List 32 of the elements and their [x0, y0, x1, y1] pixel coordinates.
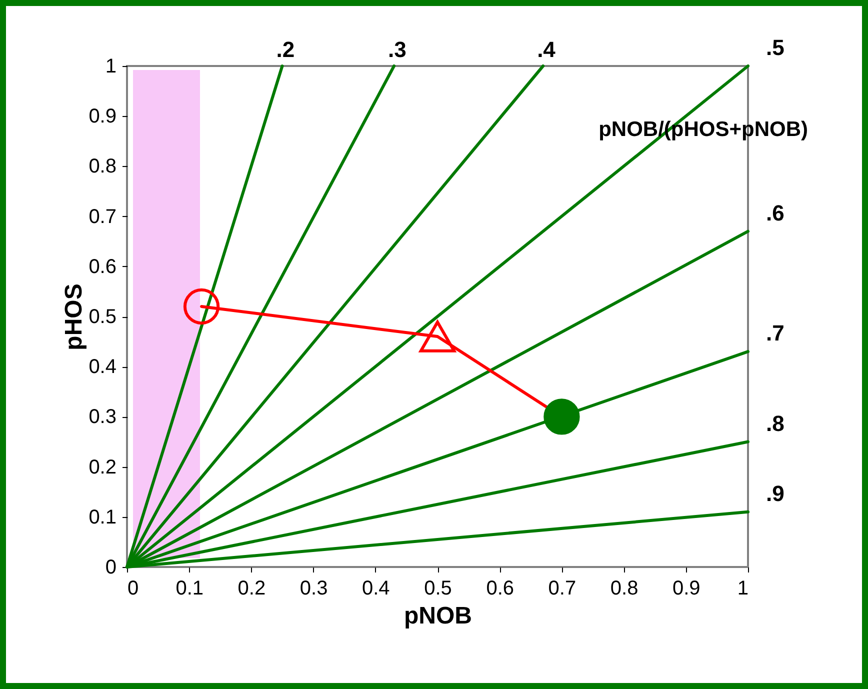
x-axis-title: pNOB: [404, 602, 472, 630]
y-tick-label: 0.4: [88, 356, 116, 378]
y-tick-label: 0.5: [88, 306, 116, 328]
x-tick-label: 0.7: [548, 578, 576, 600]
y-tick-label: 0.2: [88, 456, 116, 478]
series-label: .4: [537, 37, 556, 62]
series-label: .7: [766, 320, 784, 346]
y-tick-label: 0.8: [88, 156, 116, 178]
x-tick-label: 1: [737, 578, 748, 600]
y-tick-label: 0.3: [88, 406, 116, 428]
y-tick-label: 1: [105, 56, 116, 78]
y-tick-label: 0.1: [88, 506, 116, 528]
series-label: .2: [276, 37, 295, 62]
y-tick-label: 0.9: [88, 106, 116, 128]
x-tick-label: 0.1: [176, 578, 204, 600]
x-tick-label: 0.9: [672, 578, 700, 600]
x-tick-label: 0.3: [300, 578, 328, 600]
y-tick-label: 0: [105, 556, 116, 578]
y-tick-label: 0.6: [88, 256, 116, 278]
series-label: .6: [766, 200, 784, 226]
series-label: .8: [766, 410, 784, 436]
x-tick-label: 0.2: [238, 578, 266, 600]
x-tick-label: 0.6: [486, 578, 514, 600]
y-tick-label: 0.7: [88, 206, 116, 228]
series-label: .3: [388, 37, 406, 62]
series-label: .5: [766, 35, 784, 60]
x-tick-label: 0.8: [610, 578, 638, 600]
series-label: .9: [766, 480, 784, 506]
x-tick-label: 0.4: [362, 578, 390, 600]
x-tick-label: 0.5: [424, 578, 452, 600]
y-axis-title: pHOS: [60, 284, 88, 350]
x-tick-label: 0: [128, 578, 139, 600]
